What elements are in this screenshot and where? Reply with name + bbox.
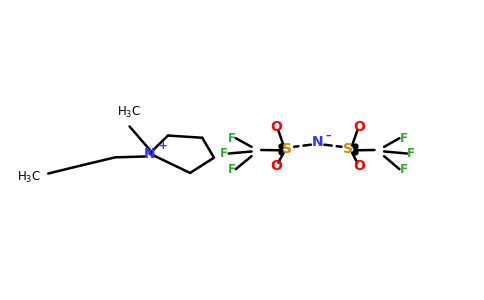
Text: O: O: [271, 120, 282, 134]
Text: H$_3$C: H$_3$C: [117, 105, 141, 120]
Text: F: F: [220, 147, 228, 160]
Text: N: N: [312, 135, 323, 149]
Text: S: S: [283, 142, 292, 156]
Text: F: F: [408, 147, 415, 160]
Text: O: O: [353, 120, 365, 134]
Text: F: F: [227, 163, 236, 176]
Text: +: +: [159, 141, 167, 151]
Text: –: –: [325, 130, 331, 140]
Text: F: F: [400, 163, 408, 176]
Text: S: S: [343, 142, 353, 156]
Text: N: N: [144, 146, 155, 161]
Text: O: O: [353, 159, 365, 173]
Text: F: F: [400, 132, 408, 145]
Text: H$_3$C: H$_3$C: [17, 169, 41, 184]
Text: O: O: [271, 159, 282, 173]
Text: F: F: [227, 132, 236, 145]
